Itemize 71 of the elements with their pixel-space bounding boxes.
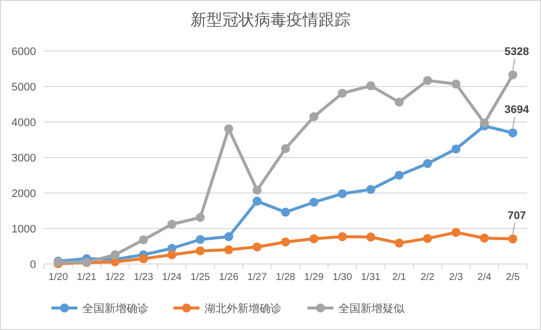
x-tick-label: 1/24 [162, 272, 182, 283]
data-label: 707 [508, 210, 526, 222]
x-tick-label: 2/4 [477, 272, 492, 283]
point [309, 112, 318, 122]
point [224, 245, 234, 254]
y-tick-label: 0 [30, 259, 36, 271]
x-tick-label: 1/28 [276, 272, 296, 283]
point [423, 159, 432, 168]
point [224, 124, 234, 134]
x-tick-label: 1/21 [76, 272, 97, 283]
legend-label: 全国新增确诊 [82, 302, 148, 315]
point [366, 232, 376, 242]
x-tick-label: 1/27 [247, 272, 268, 283]
x-tick-label: 1/20 [48, 272, 68, 283]
point [394, 98, 404, 107]
point [196, 246, 205, 256]
point [451, 228, 460, 237]
x-tick-label: 1/25 [190, 272, 210, 283]
chart-title: 新型冠状病毒疫情跟踪 [190, 11, 350, 29]
point [394, 238, 404, 248]
y-tick-label: 5000 [12, 82, 36, 94]
point [451, 144, 460, 154]
data-label: 5328 [504, 46, 530, 58]
y-tick-label: 2000 [12, 188, 36, 200]
point [394, 170, 404, 180]
x-tick-label: 2/1 [392, 272, 407, 283]
point [196, 235, 205, 244]
point [252, 242, 262, 252]
legend-label: 湖北外新增确诊 [204, 302, 282, 315]
x-tick-label: 2/2 [420, 272, 435, 283]
point [110, 250, 120, 260]
point [281, 208, 290, 217]
y-tick-label: 3000 [12, 152, 36, 164]
point [480, 234, 489, 243]
y-tick-label: 4000 [12, 117, 36, 129]
point [309, 198, 318, 207]
point [167, 250, 176, 260]
point [508, 234, 518, 244]
data-label: 3694 [504, 104, 530, 116]
point [281, 237, 290, 246]
x-tick-label: 1/31 [361, 272, 381, 283]
point [196, 212, 205, 222]
x-tick-label: 2/3 [449, 272, 464, 283]
point [508, 128, 518, 138]
point [508, 70, 518, 80]
point [480, 118, 489, 128]
point [138, 235, 148, 244]
point [338, 232, 347, 242]
point [366, 81, 376, 90]
y-tick-label: 6000 [12, 46, 36, 58]
point [281, 144, 290, 154]
point [167, 220, 176, 229]
point [338, 88, 347, 98]
point [138, 254, 148, 264]
point [252, 196, 262, 206]
point [451, 80, 460, 89]
y-tick-label: 1000 [12, 224, 36, 236]
x-tick-label: 1/29 [304, 272, 324, 283]
point [338, 189, 347, 198]
x-tick-label: 2/5 [506, 272, 520, 283]
legend-label: 全国新增疑似 [338, 302, 404, 315]
point [309, 234, 318, 244]
point [423, 234, 432, 243]
x-tick-label: 1/30 [332, 272, 352, 283]
point [366, 184, 376, 194]
x-tick-label: 1/26 [218, 272, 239, 283]
point [224, 232, 234, 242]
point [423, 76, 432, 85]
point [252, 186, 262, 195]
x-tick-label: 1/23 [134, 272, 154, 283]
x-tick-label: 1/22 [105, 272, 126, 283]
